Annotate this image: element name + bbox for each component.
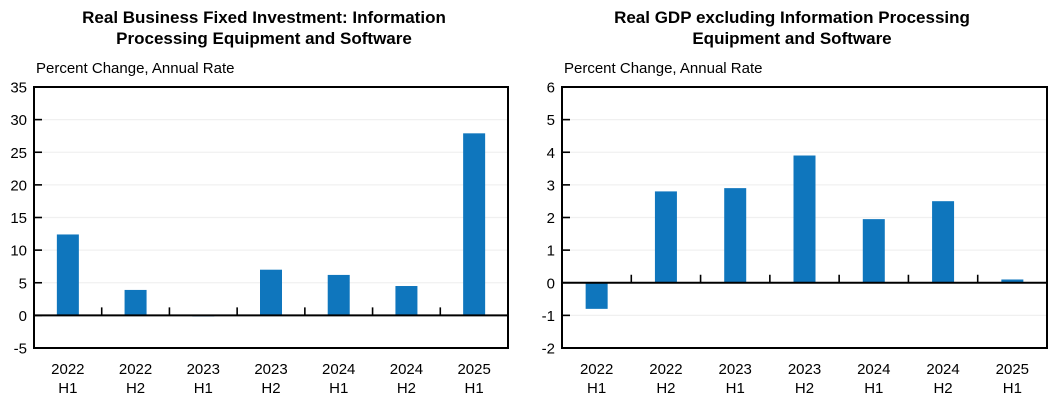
- investment-chart-title-line2: Processing Equipment and Software: [116, 29, 412, 48]
- y-tick-label: 6: [547, 80, 555, 97]
- y-tick-label: 4: [547, 145, 555, 162]
- gdp-chart-title-line2: Equipment and Software: [692, 29, 892, 48]
- y-tick-label: 25: [10, 145, 27, 162]
- x-tick-label-half: H2: [795, 380, 814, 397]
- bar-2024-h1: [327, 274, 350, 316]
- investment-chart-plot: -5 0 5 10 15 20 25 30 35 2022 H1 2022 H2 2023 H1 2023 H2…: [10, 80, 509, 397]
- gdp-chart-title: Real GDP excluding Information Processin…: [528, 7, 1056, 49]
- x-tick-label-year: 2025: [457, 361, 490, 378]
- x-tick-label-half: H2: [933, 380, 952, 397]
- bar-2025-h1: [1001, 279, 1024, 283]
- bar-2023-h2: [793, 155, 816, 283]
- y-tick-label: 2: [547, 210, 555, 227]
- x-tick-label-half: H1: [58, 380, 77, 397]
- gdp-chart-plot: -2 -1 0 1 2 3 4 5 6 2022 H1 2022 H2 2023 H1 2023 H2 2024 H…: [528, 0, 1056, 404]
- x-tick-label-half: H1: [465, 380, 484, 397]
- bar-2023-h2: [260, 269, 282, 316]
- x-tick-label-year: 2023: [719, 361, 752, 378]
- x-tick-label-half: H2: [397, 380, 416, 397]
- bar-2022-h2: [654, 191, 677, 283]
- y-tick-label: 0: [547, 275, 555, 292]
- x-tick-label-half: H2: [126, 380, 145, 397]
- y-tick-label: 20: [10, 177, 27, 194]
- x-tick-label-year: 2024: [390, 361, 423, 378]
- investment-chart-y-units-label: Percent Change, Annual Rate: [36, 60, 235, 77]
- x-tick-label-half: H1: [726, 380, 745, 397]
- bar-2023-h1: [724, 188, 747, 283]
- y-tick-label: 30: [10, 112, 27, 129]
- x-tick-label-half: H2: [656, 380, 675, 397]
- x-tick-label-year: 2024: [926, 361, 959, 378]
- x-tick-label-year: 2022: [649, 361, 682, 378]
- x-tick-label-year: 2023: [187, 361, 220, 378]
- y-tick-label: 35: [10, 80, 27, 97]
- x-tick-label-year: 2025: [996, 361, 1029, 378]
- x-tick-label-year: 2024: [322, 361, 355, 378]
- investment-chart-title-line1: Real Business Fixed Investment: Informat…: [82, 8, 446, 27]
- x-tick-label-year: 2022: [51, 361, 84, 378]
- gdp-chart-y-units-label: Percent Change, Annual Rate: [564, 60, 763, 77]
- bar-2022-h1: [56, 234, 79, 316]
- y-tick-label: -1: [542, 308, 555, 325]
- y-tick-label: 1: [547, 243, 555, 260]
- x-tick-label-year: 2024: [857, 361, 890, 378]
- x-tick-label-half: H1: [1003, 380, 1022, 397]
- investment-chart-title: Real Business Fixed Investment: Informat…: [0, 7, 528, 49]
- bar-2022-h1: [585, 282, 608, 309]
- x-tick-label-year: 2022: [119, 361, 152, 378]
- x-tick-label-year: 2023: [788, 361, 821, 378]
- gdp-chart: -2 -1 0 1 2 3 4 5 6 2022 H1 2022 H2 2023 H1 2023 H2 2024 H…: [528, 0, 1056, 404]
- y-tick-label: 3: [547, 177, 555, 194]
- bar-2024-h1: [862, 219, 885, 283]
- bar-2022-h2: [124, 289, 147, 316]
- x-tick-label-half: H1: [587, 380, 606, 397]
- y-tick-label: 0: [19, 308, 27, 325]
- y-tick-label: 15: [10, 210, 27, 227]
- bar-2024-h2: [395, 286, 418, 316]
- y-tick-label: 10: [10, 243, 27, 260]
- x-tick-label-half: H1: [329, 380, 348, 397]
- y-tick-label: 5: [19, 275, 27, 292]
- bar-2024-h2: [932, 201, 955, 283]
- y-tick-label: -2: [542, 341, 555, 358]
- y-tick-label: 5: [547, 112, 555, 129]
- x-tick-label-half: H1: [194, 380, 213, 397]
- x-tick-label-half: H1: [864, 380, 883, 397]
- x-tick-label-half: H2: [261, 380, 280, 397]
- gdp-chart-title-line1: Real GDP excluding Information Processin…: [614, 8, 970, 27]
- x-tick-label-year: 2023: [254, 361, 287, 378]
- bar-2025-h1: [463, 133, 486, 316]
- y-tick-label: -5: [14, 341, 27, 358]
- investment-chart: -5 0 5 10 15 20 25 30 35 2022 H1 2022 H2 2023 H1 2023 H2…: [0, 7, 528, 397]
- x-tick-label-year: 2022: [580, 361, 613, 378]
